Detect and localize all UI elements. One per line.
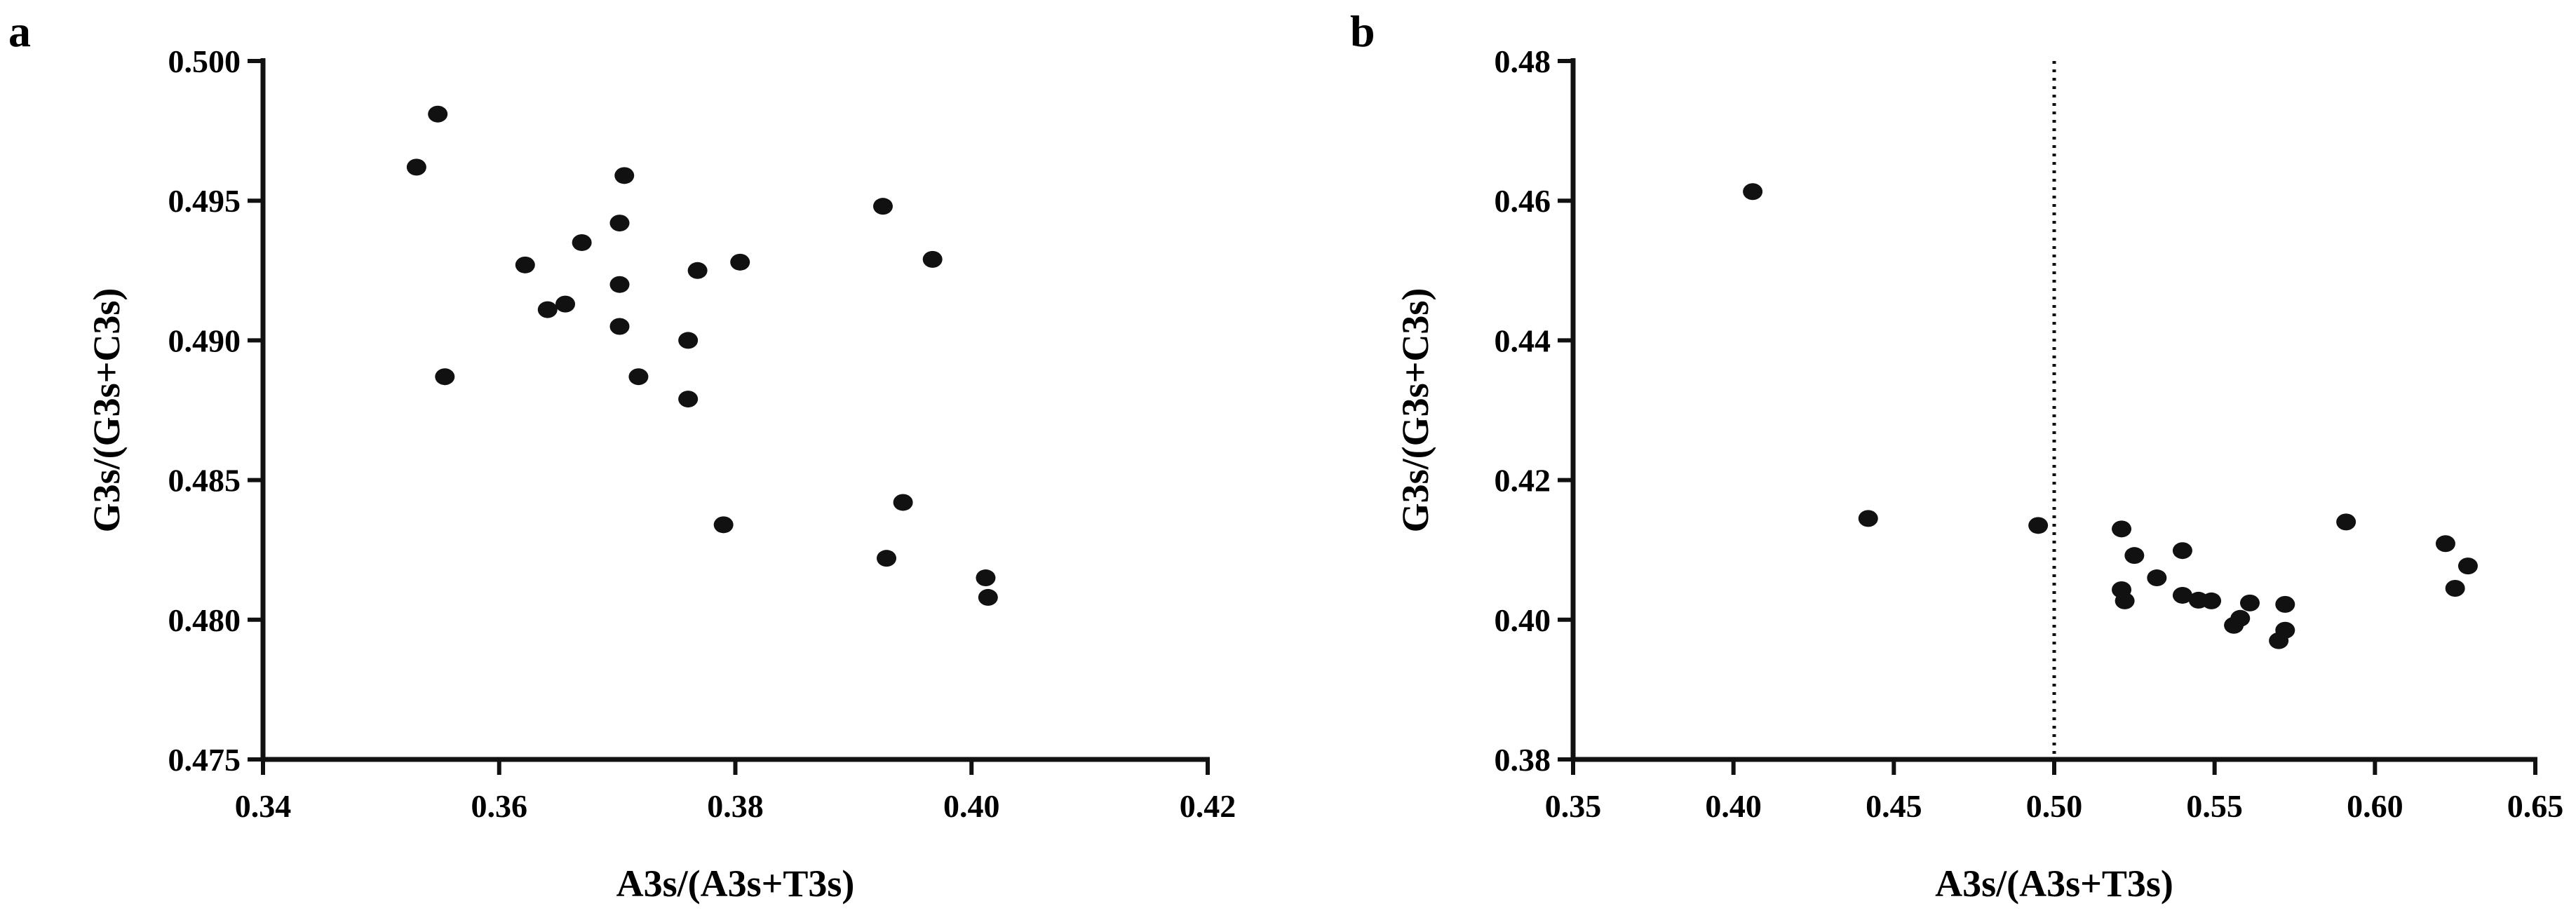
data-point	[2445, 579, 2465, 597]
panel-label: a	[8, 6, 31, 56]
data-point	[406, 158, 426, 176]
data-point	[2112, 520, 2132, 538]
data-point	[678, 332, 699, 349]
y-axis-title: G3s/(G3s+C3s)	[1394, 288, 1436, 533]
x-tick-label: 0.34	[235, 788, 292, 824]
data-point	[2275, 621, 2295, 639]
data-point	[2147, 569, 2167, 587]
data-point	[2435, 535, 2455, 553]
data-point	[1743, 183, 1763, 201]
data-point	[2457, 557, 2478, 575]
data-point	[537, 301, 558, 318]
y-tick-label: 0.40	[1495, 602, 1551, 638]
data-point	[515, 256, 535, 273]
data-point	[2239, 594, 2260, 611]
data-point	[1858, 510, 1878, 527]
data-point	[628, 368, 649, 386]
scatter-panel-b: b 0.38 0.40 0.42 0.44 0.46 0.48 0.35 0.40 0.45 0.5…	[1350, 6, 2563, 905]
data-point	[435, 368, 455, 386]
x-tick-label: 0.65	[2507, 788, 2564, 824]
data-point	[2201, 592, 2222, 609]
x-axis-title: A3s/(A3s+T3s)	[616, 863, 855, 905]
x-tick-label: 0.45	[1866, 788, 1922, 824]
data-point	[730, 253, 750, 271]
data-point	[2230, 609, 2251, 627]
x-tick-label: 0.38	[707, 788, 764, 824]
y-tick-label: 0.500	[168, 43, 241, 79]
x-tick-label: 0.36	[471, 788, 528, 824]
data-point	[978, 588, 998, 606]
x-tick-label: 0.60	[2347, 788, 2403, 824]
data-point	[572, 234, 592, 251]
data-point	[877, 550, 897, 567]
y-tick-label: 0.485	[168, 463, 241, 499]
x-tick-label: 0.35	[1545, 788, 1602, 824]
panel-label: b	[1350, 6, 1375, 56]
data-point	[2115, 592, 2135, 609]
data-point	[713, 516, 734, 534]
x-tick-label: 0.40	[1705, 788, 1762, 824]
y-tick-label: 0.44	[1495, 323, 1551, 358]
x-tick-label: 0.40	[943, 788, 1000, 824]
data-point	[614, 167, 635, 184]
y-tick-label: 0.480	[168, 602, 241, 638]
data-point	[609, 318, 630, 335]
data-point	[2172, 586, 2192, 604]
x-tick-label: 0.42	[1180, 788, 1236, 824]
scatter-panel-a: a 0.475 0.480 0.485 0.490 0.495 0.500 0.34 0.36 0…	[8, 6, 1236, 905]
data-point	[976, 569, 996, 587]
y-tick-label: 0.495	[168, 183, 241, 219]
data-point	[2172, 542, 2192, 560]
data-point	[2028, 517, 2049, 534]
x-axis-title: A3s/(A3s+T3s)	[1935, 863, 2173, 905]
data-point	[609, 215, 630, 232]
y-tick-label: 0.38	[1495, 742, 1551, 778]
data-point	[428, 105, 448, 123]
y-tick-label: 0.42	[1495, 463, 1551, 499]
y-tick-label: 0.475	[168, 742, 241, 778]
data-point	[678, 391, 699, 408]
data-point	[872, 198, 893, 215]
y-axis-title: G3s/(G3s+C3s)	[86, 288, 128, 533]
data-point	[893, 494, 913, 511]
x-tick-label: 0.50	[2026, 788, 2083, 824]
y-tick-label: 0.48	[1495, 43, 1551, 79]
data-point	[2124, 547, 2145, 564]
data-point	[555, 295, 576, 313]
data-point	[2275, 595, 2295, 613]
data-point	[609, 276, 630, 293]
data-point	[922, 250, 943, 268]
y-tick-label: 0.490	[168, 323, 241, 358]
y-tick-label: 0.46	[1495, 183, 1551, 219]
data-point	[687, 262, 708, 279]
data-point	[2336, 513, 2356, 531]
x-tick-label: 0.55	[2186, 788, 2243, 824]
